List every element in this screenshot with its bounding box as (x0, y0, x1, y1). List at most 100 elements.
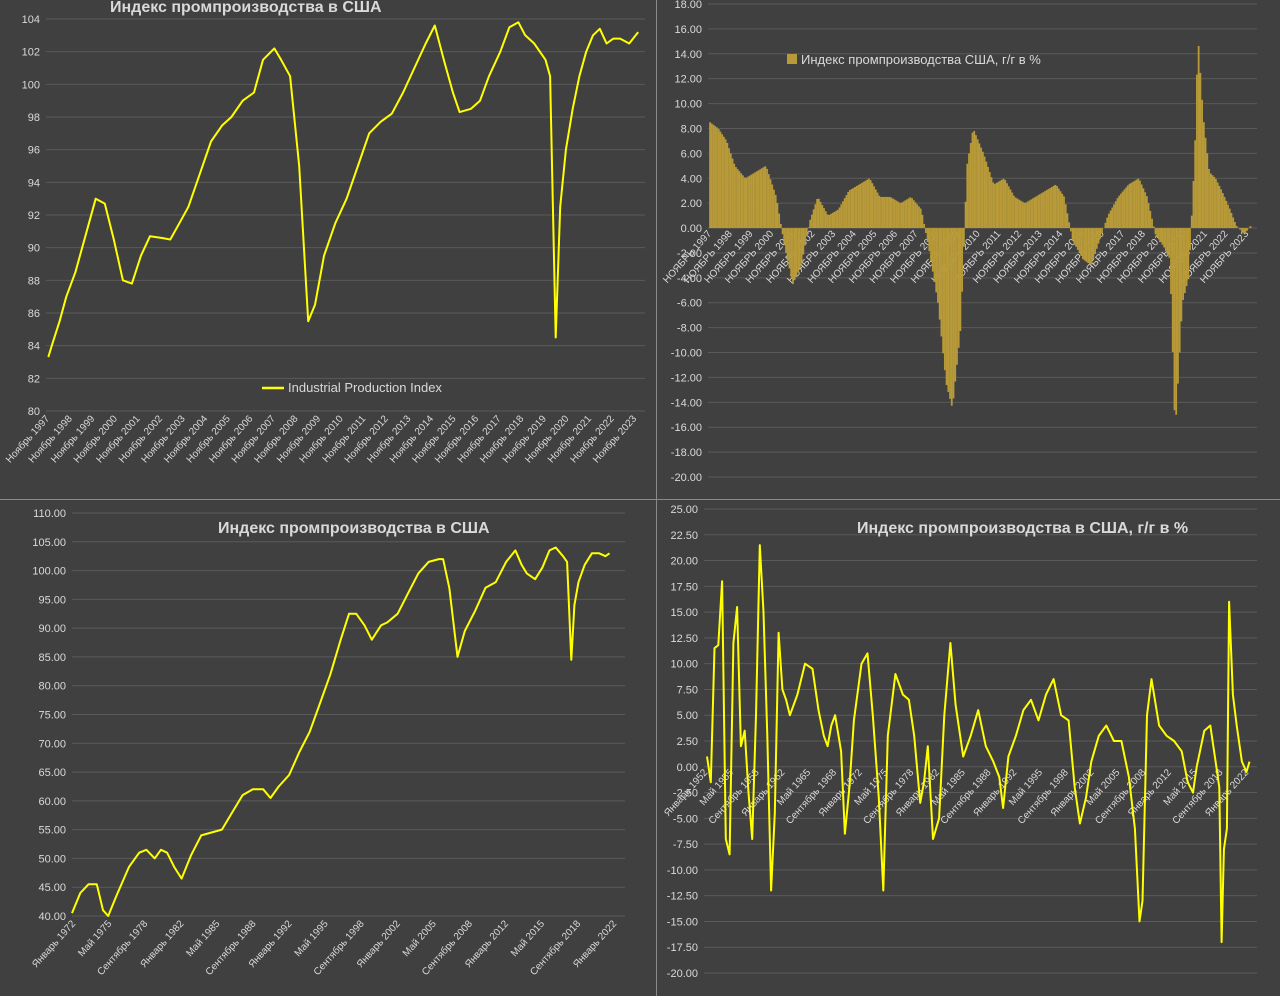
bar (1037, 195, 1039, 229)
bar (1106, 217, 1109, 229)
bar (754, 172, 756, 229)
bar (1177, 228, 1179, 384)
bar (921, 214, 924, 229)
bar (735, 167, 737, 229)
bar (973, 130, 976, 229)
bar (786, 228, 789, 261)
bar (883, 196, 886, 229)
bar (1166, 228, 1169, 255)
bar (1190, 215, 1193, 229)
bar (778, 213, 781, 229)
bar (1002, 178, 1005, 229)
chart-panel-index-1997: 80 82 84 86 88 90 92 94 96 98 100 102 104 Ноябрь 1997… (0, 0, 656, 499)
bar (942, 228, 945, 354)
bar (862, 181, 865, 229)
bar (1189, 228, 1191, 251)
y-tick-label: -20.00 (667, 968, 698, 980)
chart-title: Индекс промпроизводства в США (218, 520, 490, 537)
bar (957, 228, 960, 348)
bar (776, 203, 779, 229)
bar (1016, 198, 1019, 229)
y-tick-label: -18.00 (671, 447, 702, 459)
bar (743, 177, 746, 229)
bar (1192, 181, 1195, 229)
bar (878, 195, 881, 229)
chart-panel-yoy-line: -20.00 -17.50 -15.00 -12.50 -10.00 -7.50 -5.00… (657, 500, 1280, 996)
bar (1023, 202, 1026, 229)
bar (1069, 228, 1072, 232)
bar (1064, 204, 1067, 229)
bar (766, 168, 768, 229)
y-tick-label: 6.00 (681, 148, 702, 160)
bar (1137, 178, 1140, 229)
y-tick-label: -17.50 (667, 942, 698, 954)
bar (1032, 198, 1034, 229)
bar (966, 163, 969, 229)
bar (792, 228, 794, 285)
y-tick-label: 12.00 (674, 74, 702, 86)
bar (1009, 189, 1012, 229)
bar (1076, 228, 1079, 250)
bar (1225, 200, 1228, 229)
y-tick-label: -16.00 (671, 422, 702, 434)
bar (1133, 180, 1136, 229)
bar (945, 228, 948, 386)
bar (1101, 228, 1103, 234)
bar (1216, 182, 1219, 229)
y-tick-label: 2.00 (681, 198, 702, 210)
bar (1182, 228, 1185, 300)
y-tick-label: 14.00 (674, 49, 702, 61)
bar (1158, 228, 1160, 240)
bar (855, 185, 858, 229)
bar (912, 200, 915, 229)
bar (824, 211, 827, 229)
industrial-production-yoy-line-chart: -20.00 -17.50 -15.00 -12.50 -10.00 -7.50 -5.00… (662, 504, 1257, 980)
bar (779, 223, 782, 229)
bar (899, 202, 901, 229)
bar (999, 180, 1002, 229)
bar (805, 228, 808, 237)
y-tick-label: 40.00 (38, 911, 66, 923)
bar (871, 183, 874, 229)
y-tick-label: 84 (28, 341, 40, 353)
y-tick-label: 50.00 (38, 853, 66, 865)
y-tick-label: 105.00 (32, 537, 66, 549)
bar (1047, 189, 1050, 229)
bar (1092, 228, 1095, 260)
bar (1152, 226, 1155, 229)
bar (721, 134, 724, 229)
y-tick-label: 8.00 (681, 123, 702, 135)
bar (1111, 207, 1114, 229)
bar (1075, 228, 1077, 247)
x-tick-label: Май 2005 (401, 918, 439, 959)
bar (809, 219, 812, 229)
y-tick-label: -7.50 (673, 839, 698, 851)
y-tick-label: 0.00 (681, 223, 702, 235)
bar (849, 190, 851, 229)
bar (1145, 196, 1148, 229)
bar (1051, 186, 1053, 229)
bar (800, 228, 803, 264)
bar (987, 166, 989, 229)
bar (830, 213, 832, 229)
bar (907, 198, 910, 229)
bar (1211, 175, 1214, 229)
bar (895, 200, 898, 229)
bar (1057, 188, 1060, 229)
bar (1228, 208, 1231, 229)
bar (1033, 197, 1036, 229)
bar (1208, 168, 1210, 229)
bar (1221, 193, 1224, 229)
y-tick-label: 18.00 (674, 0, 702, 11)
bar (1197, 45, 1200, 229)
bar (893, 199, 896, 229)
series-line (706, 544, 1251, 944)
y-tick-label: 85.00 (38, 652, 66, 664)
bar (1088, 228, 1091, 265)
x-tick-label: Май 1975 (76, 918, 114, 959)
bar (961, 228, 964, 292)
y-tick-label: -8.00 (677, 323, 702, 335)
bar (964, 201, 967, 229)
y-tick-label: 25.00 (670, 504, 698, 516)
bar (868, 178, 870, 229)
